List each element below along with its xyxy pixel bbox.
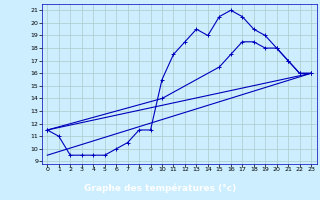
Text: Graphe des températures (°c): Graphe des températures (°c) [84,184,236,193]
